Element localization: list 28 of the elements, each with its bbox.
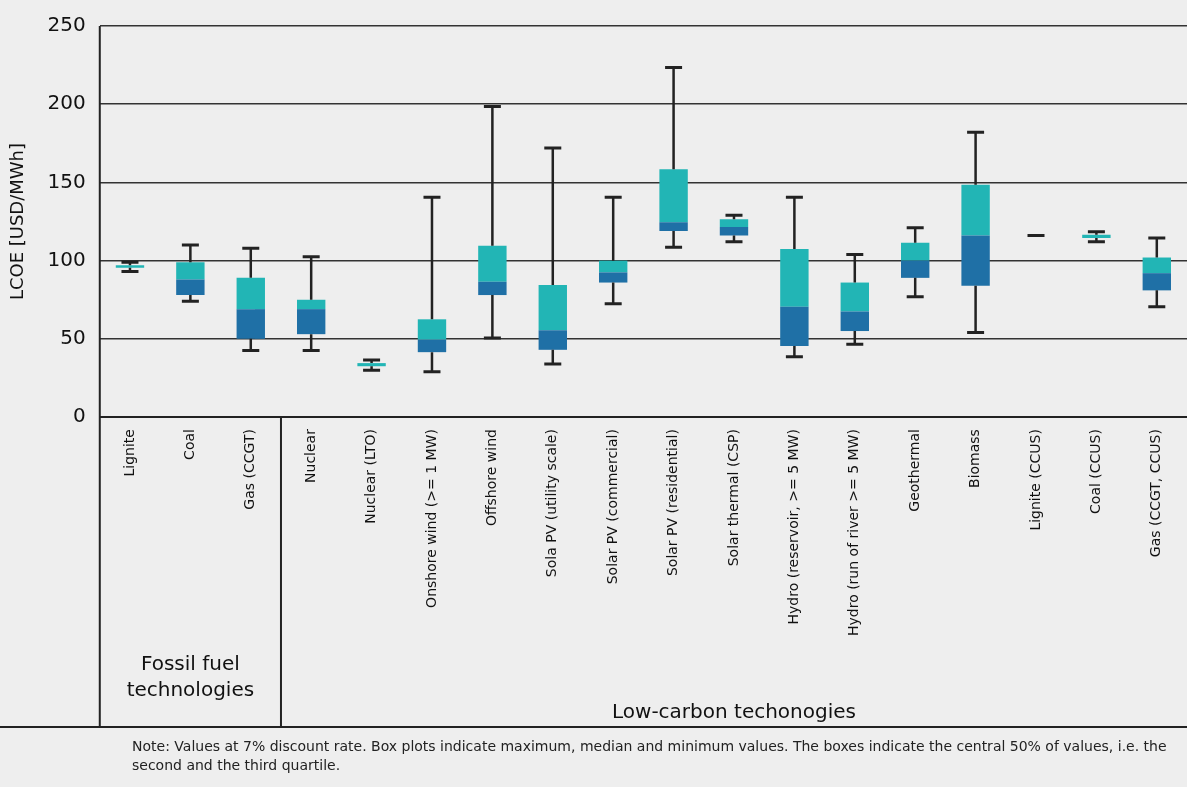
x-tick-label: Hydro (reservoir, >= 5 MW) bbox=[785, 429, 802, 625]
x-tick-label: Coal bbox=[181, 429, 198, 460]
y-tick-label: 0 bbox=[73, 403, 86, 428]
x-tick-label: Onshore wind (>= 1 MW) bbox=[422, 429, 439, 608]
x-tick-label: Hydro (run of river >= 5 MW) bbox=[845, 429, 862, 637]
y-tick-label: 200 bbox=[47, 90, 86, 115]
x-tick-label: Lignite (CCUS) bbox=[1026, 429, 1043, 531]
x-tick-label: Solar PV (commercial) bbox=[603, 429, 620, 585]
y-tick-label: 50 bbox=[60, 325, 86, 350]
x-tick-label: Gas (CCGT, CCUS) bbox=[1147, 429, 1164, 558]
y-tick-label: 100 bbox=[47, 246, 86, 271]
x-tick-label: Solar PV (residential) bbox=[664, 429, 681, 577]
x-tick-label: Lignite bbox=[120, 429, 137, 477]
x-tick-label: Offshore wind bbox=[483, 429, 500, 527]
x-tick-label: Solar thermal (CSP) bbox=[724, 429, 741, 567]
x-tick-label: Nuclear (LTO) bbox=[362, 429, 379, 524]
text: Note: Values at 7% discount rate. Box plots indicate maximum, median and minimum values. The boxes indicate the central 50% of values, i.e. the second and the third quartile. bbox=[132, 737, 1168, 775]
text: Fossil fuel technologies bbox=[126, 651, 255, 701]
text: Low-carbon techonogies bbox=[612, 699, 856, 723]
x-tick-label: Coal (CCUS) bbox=[1087, 429, 1104, 514]
y-tick-label: 250 bbox=[47, 12, 86, 37]
x-tick-label: Nuclear bbox=[301, 428, 318, 483]
x-tick-label: Gas (CCGT) bbox=[241, 429, 258, 510]
x-tick-label: Geothermal bbox=[905, 429, 922, 512]
x-tick-label: Sola PV (utility scale) bbox=[543, 429, 560, 578]
x-tick-label: Biomass bbox=[966, 429, 983, 488]
y-tick-label: 150 bbox=[47, 168, 86, 193]
y-axis-title: LCOE [USD/MWh] bbox=[6, 142, 28, 301]
